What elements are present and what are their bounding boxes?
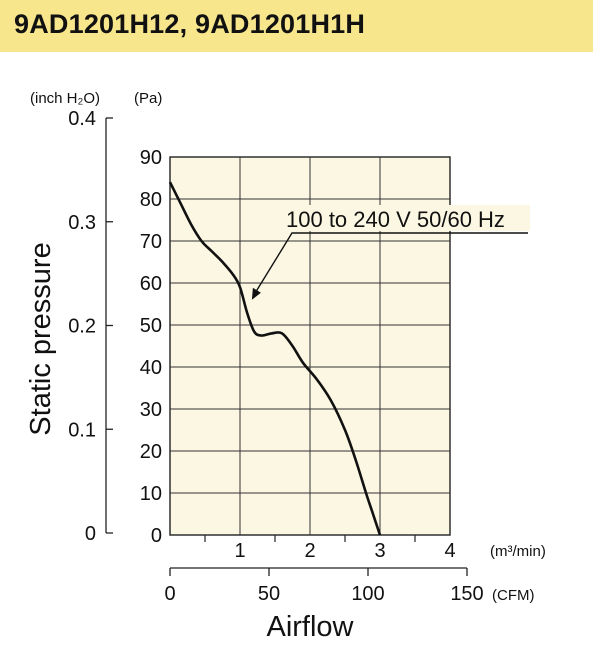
y-tick-label: 30 — [140, 399, 162, 421]
y-tick-label: 80 — [140, 189, 162, 211]
cfm-tick-label: 100 — [351, 583, 384, 605]
annotation: 100 to 240 V 50/60 Hz — [251, 205, 530, 300]
y-tick-label: 50 — [140, 315, 162, 337]
y-tick-label: 0 — [151, 525, 162, 547]
x-axis-label: Airflow — [266, 611, 354, 643]
y-tick-label: 10 — [140, 483, 162, 505]
inch-tick-label: 0.1 — [68, 419, 96, 441]
x-tick-label: 2 — [304, 540, 315, 562]
title-bar: 9AD1201H12, 9AD1201H1H — [0, 0, 593, 52]
annotation-arrowhead — [251, 287, 261, 300]
x-unit-cfm-label: (CFM) — [492, 587, 534, 604]
annotation-label: 100 to 240 V 50/60 Hz — [286, 207, 505, 232]
annotation-leader — [255, 232, 528, 293]
x-tick-label: 3 — [374, 540, 385, 562]
y-tick-label: 90 — [140, 147, 162, 169]
inch-tick-label: 0 — [85, 523, 96, 545]
series-line — [168, 181, 382, 536]
y-tick-label: 60 — [140, 273, 162, 295]
grid-lines — [170, 157, 450, 535]
x-tick-labels-m3min: 1 2 3 4 — [204, 535, 456, 562]
annotation-label-bg — [282, 205, 530, 231]
inch-tick-label: 0.3 — [68, 212, 96, 234]
cfm-tick-label: 0 — [164, 583, 175, 605]
x-tick-label: 1 — [234, 540, 245, 562]
y-axis-label: Static pressure — [25, 242, 57, 435]
y-tick-labels-pa: 0 10 20 30 40 50 60 70 80 90 — [140, 147, 162, 547]
x-tick-label: 4 — [444, 540, 455, 562]
y-tick-label: 40 — [140, 357, 162, 379]
y-tick-label: 70 — [140, 231, 162, 253]
cfm-tick-label: 50 — [258, 583, 280, 605]
inch-h2o-axis: 0 0.1 0.2 0.3 0.4 — [68, 108, 113, 545]
inch-tick-label: 0.4 — [68, 108, 96, 130]
cfm-tick-label: 150 — [450, 583, 483, 605]
inch-tick-label: 0.2 — [68, 316, 96, 338]
y-tick-label: 20 — [140, 441, 162, 463]
x-unit-m3min-label: (m³/min) — [490, 543, 546, 560]
y-unit-inch-label: (inch H₂O) — [30, 90, 100, 107]
cfm-axis: 0 50 100 150 — [164, 567, 484, 605]
y-unit-pa-label: (Pa) — [134, 90, 162, 107]
chart-title: 9AD1201H12, 9AD1201H1H — [14, 9, 366, 39]
